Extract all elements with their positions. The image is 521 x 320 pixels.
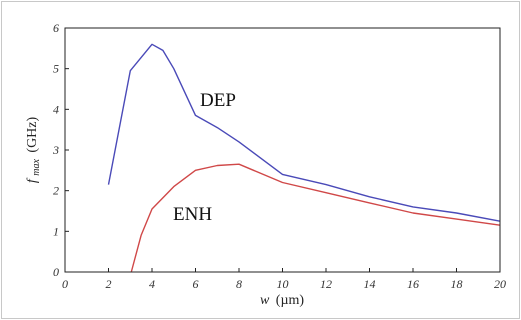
series-label-enh: ENH bbox=[173, 204, 212, 225]
x-tick-label: 18 bbox=[451, 277, 463, 291]
plot-area-border bbox=[64, 27, 501, 273]
y-tick-label: 1 bbox=[53, 224, 59, 238]
y-axis-label-var: f bbox=[25, 177, 40, 183]
x-tick-label: 4 bbox=[149, 277, 155, 291]
y-axis-label-sub: max bbox=[31, 159, 42, 176]
x-tick-label: 2 bbox=[106, 277, 112, 291]
y-tick-label: 5 bbox=[53, 62, 59, 76]
x-tick-label: 20 bbox=[494, 277, 506, 291]
x-tick-label: 10 bbox=[277, 277, 289, 291]
x-tick-label: 12 bbox=[320, 277, 332, 291]
y-tick-label: 6 bbox=[53, 21, 59, 35]
series-label-dep: DEP bbox=[200, 90, 236, 111]
x-axis-label-unit: (µm) bbox=[276, 293, 305, 308]
x-axis-label: w (µm) bbox=[260, 293, 304, 308]
y-tick-label: 3 bbox=[52, 143, 59, 157]
series-layer bbox=[107, 43, 501, 273]
series-line-enh bbox=[130, 163, 501, 273]
y-tick-label: 4 bbox=[53, 102, 59, 116]
x-tick-label: 0 bbox=[62, 277, 68, 291]
y-tick-label: 2 bbox=[53, 184, 59, 198]
x-axis-label-var: w bbox=[260, 293, 270, 308]
x-tick-label: 6 bbox=[193, 277, 199, 291]
series-labels: DEP ENH bbox=[173, 90, 236, 225]
series-line-dep bbox=[107, 43, 501, 222]
y-tick-label: 0 bbox=[53, 265, 59, 279]
y-axis-label: f max (GHz) bbox=[25, 117, 43, 184]
x-tick-label: 16 bbox=[407, 277, 419, 291]
x-tick-label: 8 bbox=[236, 277, 242, 291]
y-axis-label-unit: (GHz) bbox=[25, 117, 40, 153]
x-tick-label: 14 bbox=[364, 277, 376, 291]
